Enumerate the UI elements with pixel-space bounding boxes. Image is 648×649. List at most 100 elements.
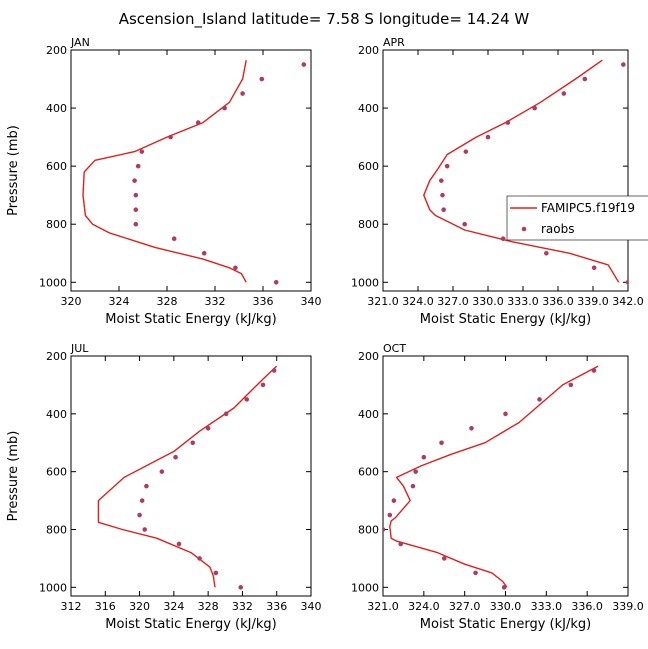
x-tick-label: 342.0 [612,295,644,308]
y-tick-label: 800 [46,218,67,231]
raobs-point [462,221,467,227]
y-tick-label: 400 [358,408,379,421]
raobs-point [463,149,469,154]
panel-title: OCT [383,342,406,355]
y-tick-label: 1000 [351,276,379,289]
plot-frame [70,355,312,597]
raobs-point [201,250,207,256]
raobs-point [205,425,211,431]
y-tick-label: 600 [46,160,67,173]
raobs-point [176,541,182,547]
raobs-point [441,207,446,212]
raobs-point [139,149,145,154]
x-tick-label: 327.0 [449,600,481,613]
raobs-point [410,483,416,489]
raobs-point [421,454,427,460]
x-tick-label: 330.0 [472,295,504,308]
model-line [389,365,599,588]
raobs-point [591,265,597,271]
y-tick-label: 1000 [39,276,67,289]
raobs-point [238,585,244,590]
y-tick-label: 600 [358,160,379,173]
x-tick-label: 333.0 [531,600,563,613]
y-tick-label: 800 [358,523,379,536]
x-tick-label: 336 [253,295,274,308]
x-tick-label: 321.0 [367,295,399,308]
raobs-point [440,192,445,198]
legend-label-obs: raobs [541,222,575,236]
y-tick-label: 1000 [351,581,379,594]
x-tick-label: 340 [301,600,322,613]
y-tick-label: 800 [46,523,67,536]
x-axis-label: Moist Static Energy (kJ/kg) [105,312,276,327]
raobs-point [621,62,626,67]
raobs-point [301,62,307,67]
raobs-point [444,163,450,169]
raobs-point [439,440,444,446]
panel-title: JUL [70,342,89,355]
raobs-point [469,425,474,431]
raobs-point [233,265,238,271]
plot-area [97,365,278,590]
raobs-point [500,236,506,242]
raobs-point [190,440,196,446]
raobs-point [171,236,177,242]
raobs-point [503,411,508,417]
legend: FAMIPC5.f19f19 raobs [506,195,648,241]
y-tick-label: 200 [46,44,67,57]
x-tick-label: 332 [205,295,226,308]
raobs-point [244,397,250,402]
raobs-point [144,483,149,489]
panel-jul: JUL 312 316 320 324 328 332 336 340 200 400 600 800 1… [6,342,322,632]
plot-frame [382,49,629,292]
raobs-point [398,541,403,547]
panel-title: APR [383,36,405,49]
x-tick-label: 324 [109,295,130,308]
plot-frame [70,49,312,292]
x-tick-label: 324.0 [402,295,434,308]
raobs-point [387,512,393,518]
x-tick-label: 324 [163,600,184,613]
raobs-point [195,120,201,125]
panel-jan: JAN 320 324 328 332 336 340 200 400 600 800 1000 Moi… [6,36,322,327]
y-tick-label: 200 [46,350,67,363]
raobs-point [391,498,397,503]
raobs-point [439,178,444,183]
figure-title: Ascension_Island latitude= 7.58 S longit… [119,10,530,29]
plot-area [423,59,628,285]
raobs-point [133,207,139,212]
raobs-point [537,397,542,402]
x-tick-label: 321.0 [367,600,399,613]
raobs-point [223,411,229,417]
raobs-point [505,120,511,125]
y-axis-label: Pressure (mb) [6,431,21,522]
x-tick-label: 312 [61,600,82,613]
raobs-point [625,279,628,285]
y-tick-label: 1000 [39,581,67,594]
x-axis-label: Moist Static Energy (kJ/kg) [420,312,591,327]
x-tick-label: 332 [232,600,253,613]
raobs-point [591,368,597,373]
plot-area [82,60,307,285]
panel-apr: APR 321.0 324.0 327.0 330.0 333.0 336.0 339.0 34… [351,36,644,327]
raobs-point [133,221,139,227]
y-tick-label: 400 [358,102,379,115]
raobs-point [271,368,277,373]
legend-box [506,195,648,241]
raobs-point [142,527,148,532]
y-tick-label: 400 [46,408,67,421]
x-tick-label: 340 [301,295,322,308]
raobs-point [501,585,507,590]
y-tick-label: 800 [358,218,379,231]
raobs-point [582,76,588,82]
x-tick-label: 320 [61,295,82,308]
raobs-point [135,163,141,169]
x-axis-label: Moist Static Energy (kJ/kg) [105,617,276,632]
y-tick-label: 400 [46,102,67,115]
raobs-point [561,91,567,96]
raobs-point [273,279,279,285]
raobs-point [139,498,145,503]
raobs-point [222,105,227,111]
raobs-point [473,570,478,576]
x-tick-label: 333.0 [507,295,539,308]
